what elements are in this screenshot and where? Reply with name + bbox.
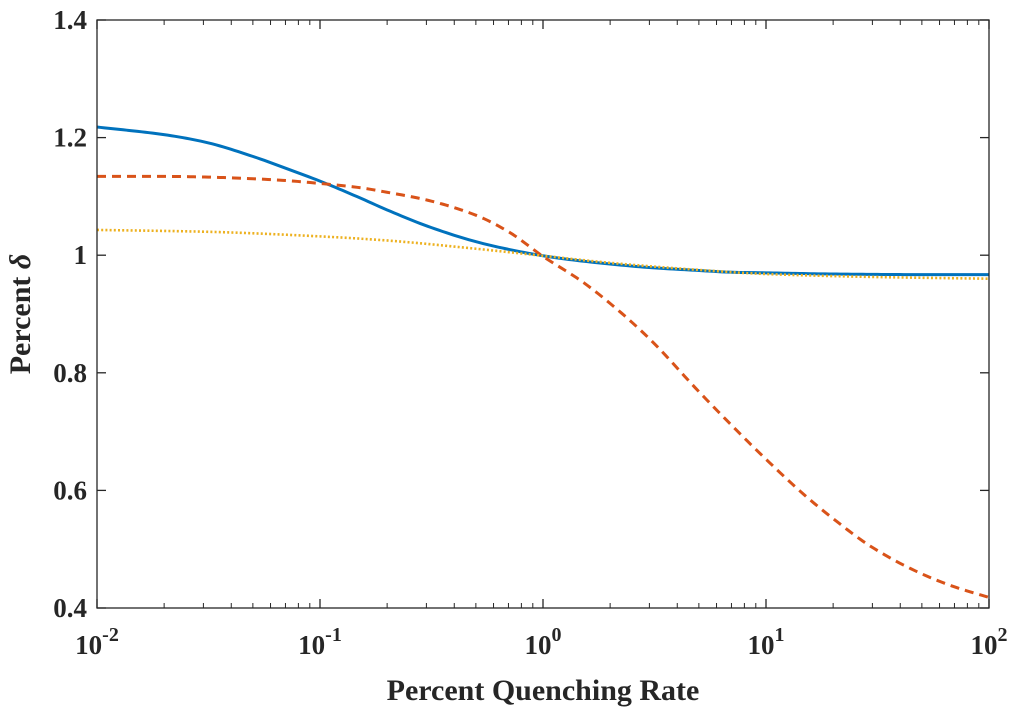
x-tick-base: 10	[525, 630, 552, 660]
y-tick-label: 0.6	[53, 475, 87, 505]
x-tick-label: 10-1	[298, 624, 342, 660]
x-tick-base: 10	[75, 630, 102, 660]
y-tick-label: 1	[74, 240, 88, 270]
y-axis-title-text: Percent	[4, 269, 37, 374]
y-tick-label: 1.2	[53, 123, 87, 153]
x-tick-base: 10	[971, 630, 998, 660]
series-line-2-dashed	[97, 174, 990, 599]
x-axis-title: Percent Quenching Rate	[387, 674, 700, 707]
x-tick-exponent: -2	[102, 624, 119, 646]
x-tick-label: 10-2	[75, 624, 119, 660]
y-axis-title-symbol: δ	[4, 254, 37, 269]
y-tick-label: 1.4	[53, 5, 87, 35]
series-line-3-dotted	[96, 228, 990, 281]
plot-frame	[96, 19, 990, 609]
series-line-1-solid	[96, 125, 989, 277]
axes-layer	[96, 19, 990, 609]
x-tick-label: 100	[525, 624, 562, 660]
labels-layer: 0.40.60.811.21.410-2 10-1 100 101 102Percent…	[4, 5, 1008, 707]
y-tick-label: 0.8	[53, 358, 87, 388]
y-tick-label: 0.4	[53, 593, 87, 623]
x-tick-label: 101	[748, 624, 785, 660]
x-tick-exponent: 1	[775, 624, 785, 646]
series-layer	[96, 125, 990, 599]
x-tick-base: 10	[298, 630, 325, 660]
y-axis-title: Percent δ	[4, 254, 37, 375]
x-tick-label: 102	[971, 624, 1008, 660]
x-tick-exponent: 2	[998, 624, 1008, 646]
x-tick-base: 10	[748, 630, 775, 660]
x-tick-exponent: 0	[552, 624, 562, 646]
x-tick-exponent: -1	[325, 624, 342, 646]
